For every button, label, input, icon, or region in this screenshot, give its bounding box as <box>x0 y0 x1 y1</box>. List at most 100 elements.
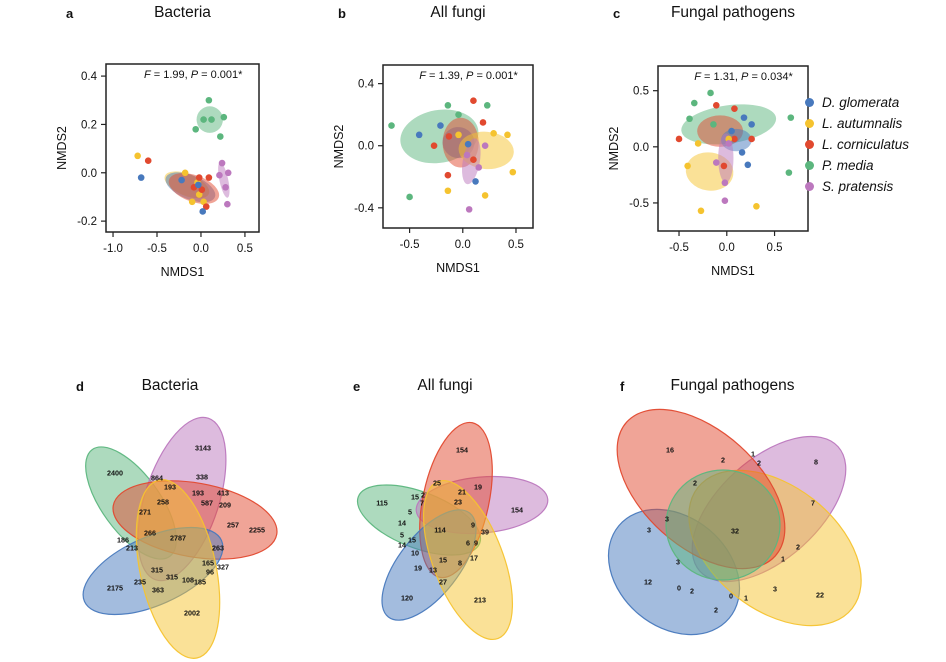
legend-label: P. media <box>822 158 874 173</box>
venn-count-label: 120 <box>401 594 413 603</box>
panel-letter-c: c <box>613 6 621 21</box>
venn-count-label: 7 <box>420 499 424 508</box>
data-point <box>195 191 203 198</box>
data-point <box>675 135 683 143</box>
data-point <box>504 131 511 139</box>
venn-bacteria: 2400 3143 2255 2175 2002 2787 864 338 193 193 413 2… <box>82 416 278 659</box>
y-tick-label: 0.0 <box>633 142 649 154</box>
venn-count-label: 3143 <box>195 444 211 453</box>
data-point <box>721 197 729 204</box>
x-axis-label: NMDS1 <box>711 264 755 278</box>
data-point <box>208 116 215 123</box>
venn-count-label: 315 <box>166 573 178 582</box>
venn-set-ellipse <box>665 469 781 581</box>
data-point <box>740 114 748 121</box>
panel-title-f: Fungal pathogens <box>670 377 795 394</box>
data-point <box>192 125 199 133</box>
venn-count-label: 0 <box>677 584 681 593</box>
data-point <box>388 122 395 129</box>
venn-count-label: 17 <box>470 554 478 563</box>
y-tick-label: -0.4 <box>354 203 374 215</box>
data-point <box>753 203 760 210</box>
venn-count-label: 10 <box>411 549 419 558</box>
nmds-plot-bacteria: -1.0 -0.5 0.0 0.5 0.4 0.2 0.0 -0.2 NMDS1 NMDS2 F =… <box>55 63 260 279</box>
data-point <box>490 130 497 137</box>
y-tick-label: 0.0 <box>358 141 374 153</box>
panel-letter-f: f <box>620 379 625 394</box>
panel-letter-d: d <box>76 379 84 394</box>
venn-count-label: 315 <box>151 566 163 575</box>
data-point <box>721 179 729 187</box>
venn-count-label: 15 <box>408 536 416 545</box>
data-point <box>707 89 714 97</box>
nmds-plot-fungal-pathogens: -0.5 0.0 0.5 0.5 0.0 -0.5 NMDS1 NMDS2 F = 1.31, … <box>607 65 809 278</box>
panel-title-d: Bacteria <box>141 377 199 394</box>
data-point <box>178 176 185 184</box>
venn-count-label: 3 <box>773 585 777 594</box>
venn-count-label: 165 <box>202 559 214 568</box>
data-point <box>455 131 462 139</box>
venn-count-label: 2002 <box>184 609 200 618</box>
data-point <box>181 169 189 177</box>
venn-count-label: 263 <box>212 544 224 553</box>
data-point <box>479 119 487 126</box>
panel-letter-b: b <box>338 6 346 21</box>
legend-item: P. media <box>805 155 909 176</box>
data-point <box>731 135 738 143</box>
venn-count-label: 154 <box>511 506 523 515</box>
y-tick-label: -0.2 <box>77 216 97 228</box>
data-point <box>694 140 702 147</box>
data-point <box>728 127 735 135</box>
venn-count-label: 5 <box>408 508 412 517</box>
legend-label: D. glomerata <box>822 95 900 110</box>
data-point <box>710 121 717 128</box>
venn-count-label: 22 <box>816 591 824 600</box>
data-point <box>217 133 224 140</box>
venn-count-label: 1 <box>781 555 785 564</box>
panel-letter-e: e <box>353 379 361 394</box>
venn-count-label: 2 <box>757 459 761 468</box>
venn-count-label: 213 <box>474 596 486 605</box>
venn-count-label: 39 <box>481 528 489 537</box>
venn-count-label: 27 <box>439 578 447 587</box>
x-tick-label: 0.5 <box>237 243 253 255</box>
plot-border <box>105 63 260 233</box>
venn-count-label: 23 <box>454 498 462 507</box>
data-point <box>464 140 472 148</box>
venn-count-label: 3 <box>665 515 669 524</box>
venn-count-label: 2 <box>690 587 694 596</box>
venn-count-label: 108 <box>182 576 194 585</box>
venn-count-label: 587 <box>201 499 213 508</box>
venn-count-label: 2 <box>721 456 725 465</box>
venn-count-label: 2255 <box>249 526 265 535</box>
venn-count-label: 6 <box>466 539 470 548</box>
data-point <box>445 133 453 140</box>
data-point <box>437 122 444 129</box>
venn-count-label: 193 <box>164 483 176 492</box>
data-point <box>195 174 203 181</box>
data-point <box>200 198 207 206</box>
venn-count-label: 15 <box>439 556 447 565</box>
y-tick-label: 0.4 <box>81 71 98 83</box>
data-point <box>444 102 452 109</box>
venn-count-label: 864 <box>151 474 163 483</box>
venn-count-label: 154 <box>456 446 468 455</box>
data-point <box>509 168 517 176</box>
venn-count-label: 193 <box>192 489 204 498</box>
data-point <box>205 174 213 181</box>
venn-count-label: 25 <box>433 479 441 488</box>
data-point <box>684 162 691 170</box>
venn-count-label: 2175 <box>107 584 123 593</box>
x-tick-label: -1.0 <box>103 243 123 255</box>
x-axis-label: NMDS1 <box>436 261 480 275</box>
data-point <box>220 113 228 121</box>
permanova-stat: F = 1.31, P = 0.034* <box>694 71 793 83</box>
data-point <box>725 140 733 147</box>
data-point <box>444 171 452 179</box>
panel-title-e: All fungi <box>417 377 473 394</box>
data-point <box>712 101 720 109</box>
data-point <box>415 131 423 139</box>
data-point <box>686 115 693 123</box>
venn-set-ellipse <box>422 479 514 641</box>
